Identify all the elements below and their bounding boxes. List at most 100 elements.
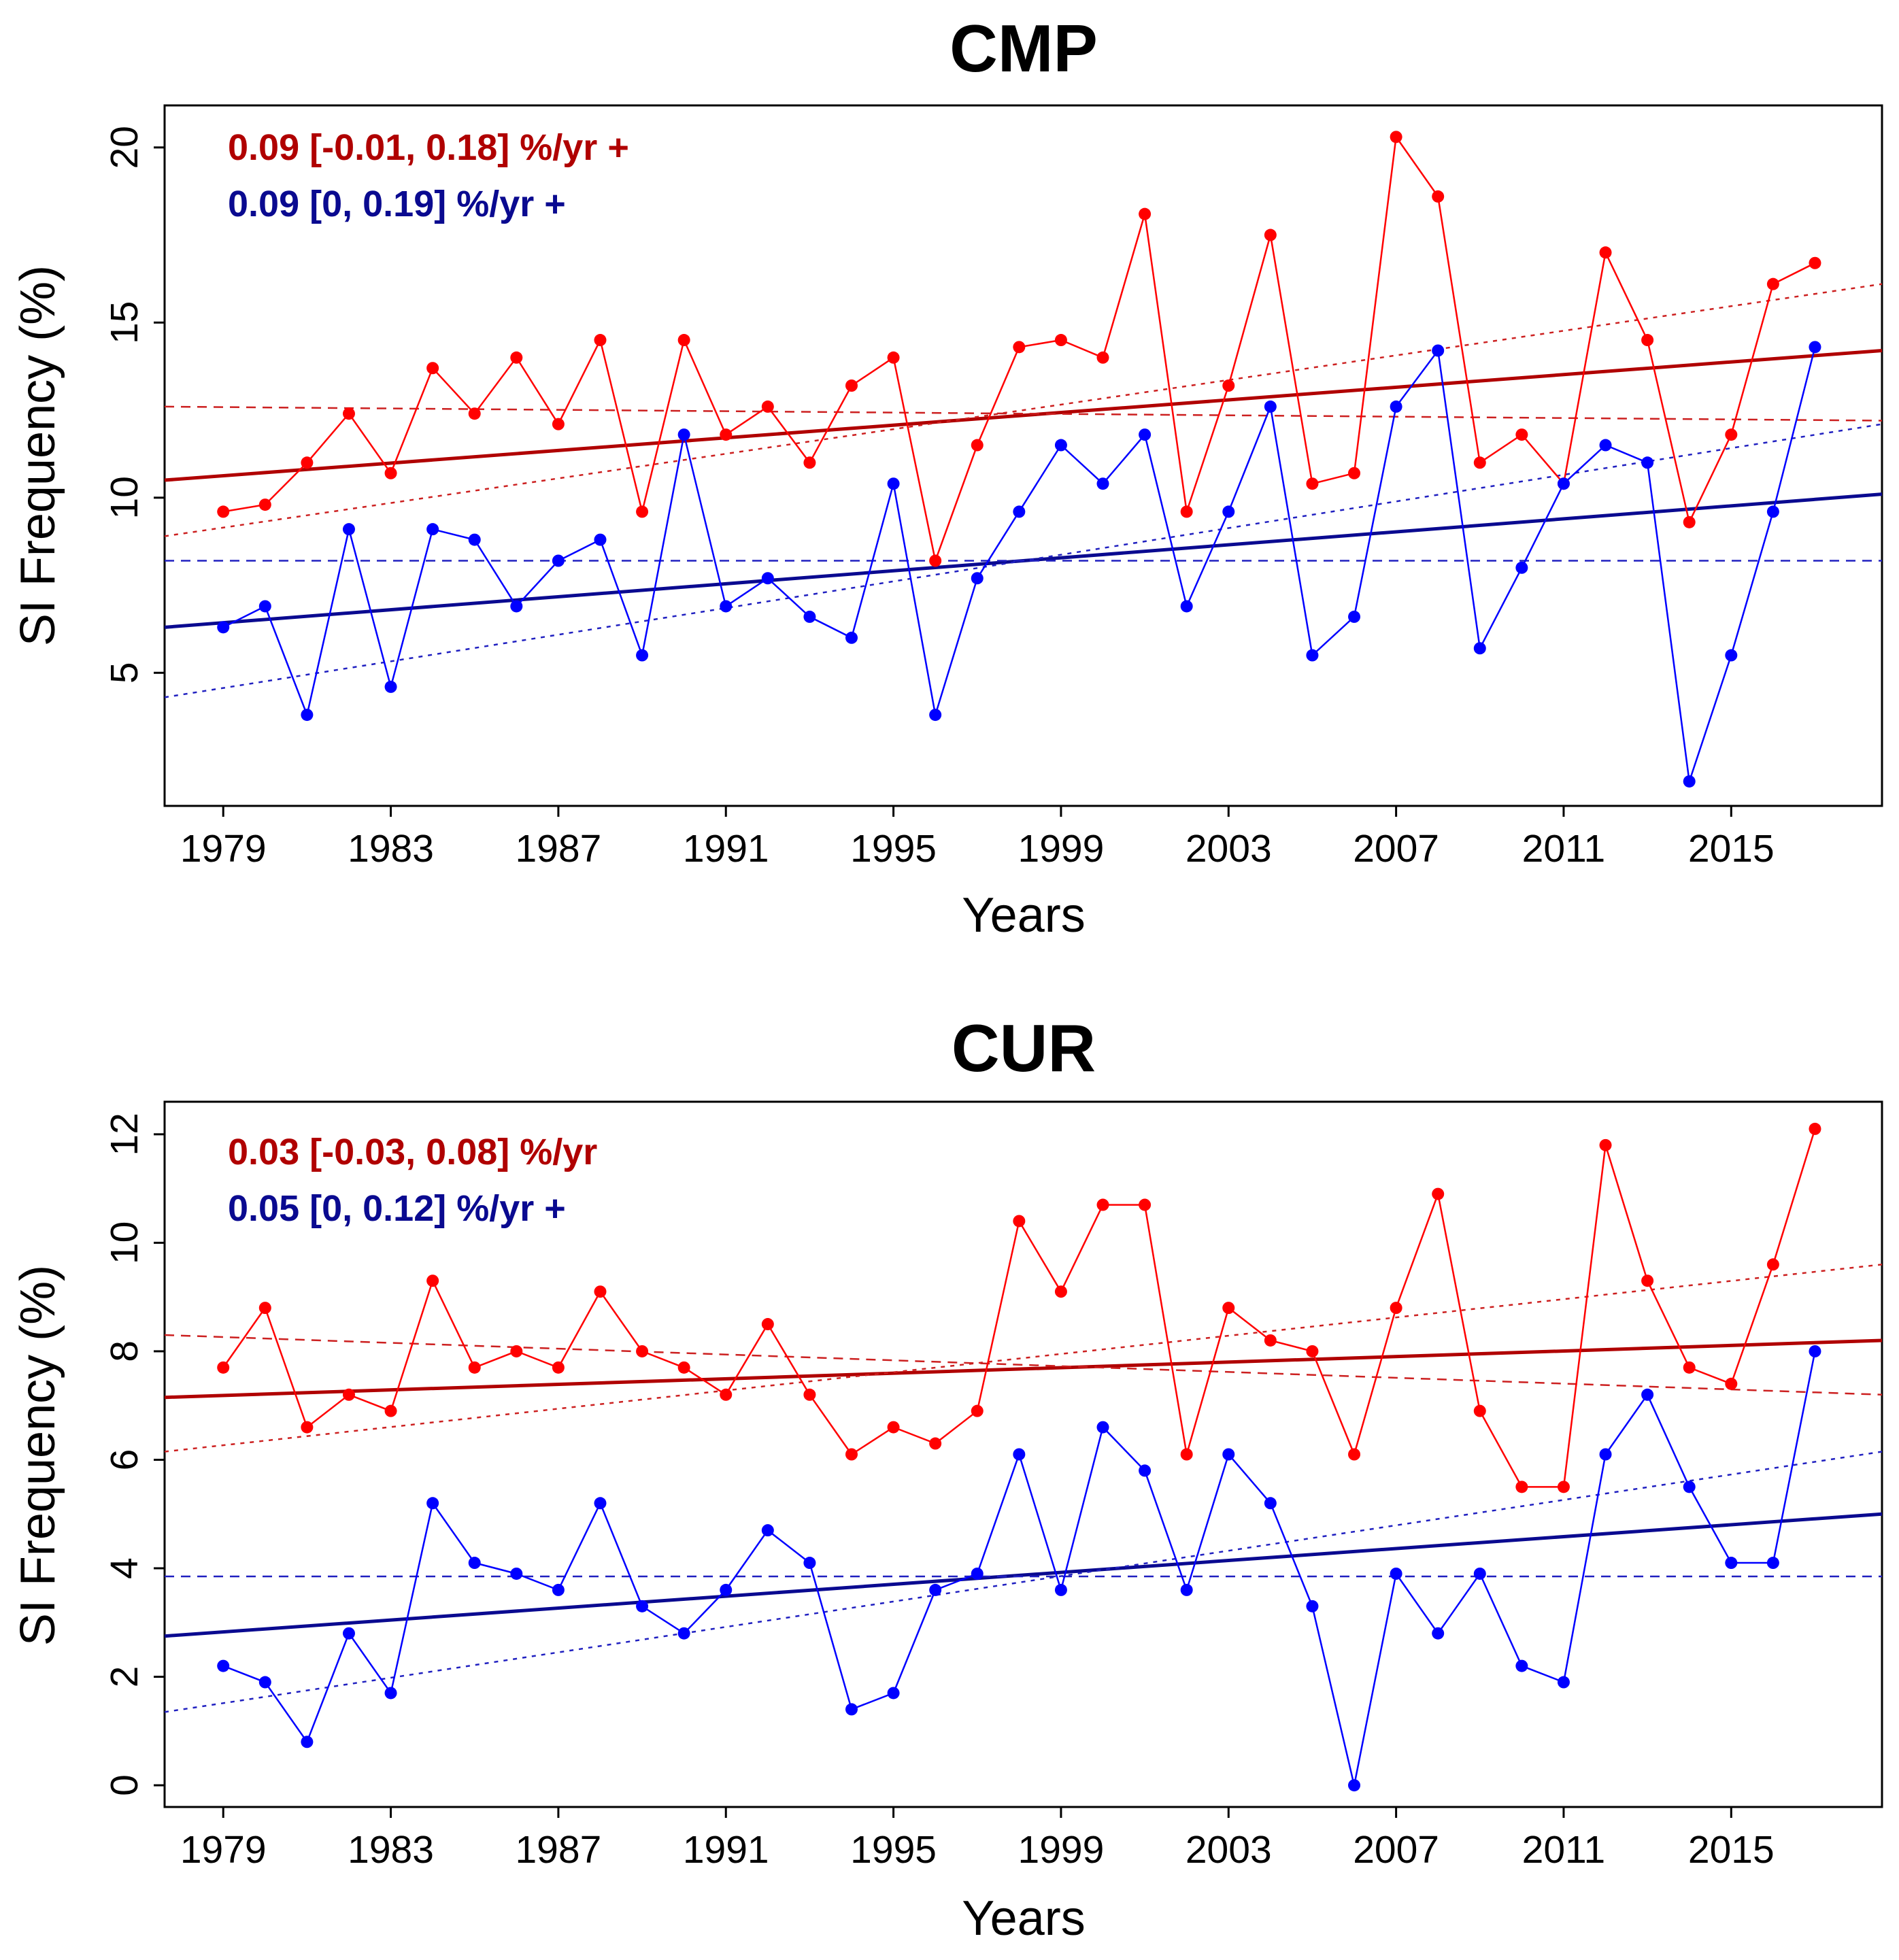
plot-frame [163, 104, 1883, 807]
x-tick-label: 1991 [683, 1828, 769, 1872]
blue-point [1054, 439, 1067, 452]
x-axis-title: Years [962, 1891, 1085, 1946]
blue-point [217, 621, 230, 634]
trend-lines [164, 1264, 1883, 1713]
y-tick-label: 12 [103, 1113, 146, 1155]
blue-point [1306, 1600, 1319, 1612]
blue-point [677, 428, 690, 441]
red-point [1139, 1198, 1152, 1211]
blue-point [803, 610, 816, 623]
red-lower-bound-line [164, 1334, 1883, 1396]
red-point [1096, 351, 1109, 364]
red-point [1180, 1448, 1193, 1461]
x-tick-label: 2011 [1522, 827, 1606, 871]
blue-point [1515, 1659, 1528, 1672]
y-axis: 5 10 15 20 [103, 126, 165, 683]
red-point [1599, 246, 1612, 259]
red-point [1473, 1404, 1486, 1417]
x-tick-label: 2015 [1688, 827, 1775, 871]
blue-point [1683, 775, 1696, 788]
blue-point [636, 1600, 649, 1612]
chart-title: CMP [949, 11, 1098, 86]
blue-point [594, 1497, 607, 1510]
red-point [426, 362, 439, 375]
blue-point [761, 1524, 774, 1537]
blue-point [761, 572, 774, 585]
red-point [1766, 277, 1779, 290]
annotation-blue: 0.05 [0, 0.12] %/yr + [228, 1188, 566, 1229]
red-point [761, 1318, 774, 1331]
blue-point [384, 1687, 397, 1700]
y-axis-title: SI Frequency (%) [11, 265, 65, 646]
blue-point [468, 1557, 481, 1570]
x-tick-label: 2011 [1522, 1828, 1606, 1872]
blue-point [1222, 505, 1235, 518]
blue-point [1809, 341, 1821, 354]
red-point [761, 400, 774, 413]
red-point [426, 1274, 439, 1287]
red-point [929, 554, 942, 567]
red-point [342, 1388, 355, 1401]
blue-point [1599, 1448, 1612, 1461]
blue-point [1432, 344, 1445, 357]
blue-point [1264, 400, 1277, 413]
blue-point [887, 1687, 900, 1700]
red-point [1222, 1302, 1235, 1315]
red-point [217, 505, 230, 518]
red-point [720, 1388, 733, 1401]
y-tick-label: 4 [103, 1557, 146, 1579]
blue-point [342, 1627, 355, 1640]
blue-point [720, 1583, 733, 1596]
x-tick-label: 2015 [1688, 1828, 1775, 1872]
y-axis-title: SI Frequency (%) [11, 1265, 65, 1646]
red-point [594, 334, 607, 347]
red-point [1473, 456, 1486, 469]
data-points [217, 131, 1821, 788]
blue-point [1683, 1481, 1696, 1493]
y-tick-label: 0 [103, 1774, 146, 1796]
red-point [1139, 207, 1152, 220]
blue-point [1180, 1583, 1193, 1596]
blue-point [929, 1583, 942, 1596]
red-point [1725, 1377, 1738, 1390]
red-point [510, 351, 523, 364]
red-point [1683, 516, 1696, 528]
x-tick-label: 1979 [180, 827, 267, 871]
red-point [217, 1361, 230, 1374]
red-point [1557, 1481, 1570, 1493]
blue-point [1557, 1676, 1570, 1689]
plot-frame [163, 1100, 1883, 1808]
x-tick-label: 1979 [180, 1828, 267, 1872]
blue-point [971, 572, 984, 585]
blue-point [1432, 1627, 1445, 1640]
y-axis: 0 2 4 6 8 10 12 [103, 1113, 165, 1796]
blue-point [426, 523, 439, 536]
blue-point [1180, 600, 1193, 613]
red-point [887, 1421, 900, 1434]
red-point [1515, 428, 1528, 441]
cur-panel: CUR 1979 1983 1987 1991 1995 1999 2003 2007 2011… [11, 1011, 1883, 1946]
chart-title: CUR [952, 1011, 1096, 1085]
red-point [1054, 1285, 1067, 1298]
red-point [342, 407, 355, 420]
blue-point [1054, 1583, 1067, 1596]
blue-point [1809, 1345, 1821, 1357]
red-point [1432, 1187, 1445, 1200]
y-tick-label: 20 [103, 126, 146, 169]
trend-lines [164, 283, 1883, 698]
blue-upper-bound-line [164, 1451, 1883, 1713]
red-point [468, 1361, 481, 1374]
blue-point [720, 600, 733, 613]
red-point [845, 379, 858, 392]
red-point [1096, 1198, 1109, 1211]
blue-point [552, 554, 565, 567]
blue-point [1096, 477, 1109, 490]
blue-point [1013, 1448, 1026, 1461]
annotation-red: 0.03 [-0.03, 0.08] %/yr [228, 1132, 597, 1172]
blue-trend-line [164, 1512, 1883, 1638]
red-point [258, 499, 271, 511]
blue-point [1473, 642, 1486, 655]
x-tick-label: 1987 [515, 827, 601, 871]
blue-point [1473, 1567, 1486, 1580]
blue-point [1306, 649, 1319, 662]
